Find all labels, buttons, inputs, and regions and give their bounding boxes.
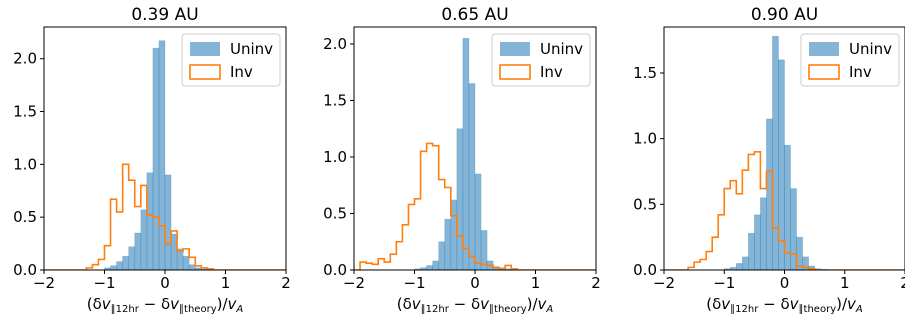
- uninv-bar: [754, 214, 761, 270]
- panel-title: 0.65 AU: [441, 5, 508, 25]
- uninv-bar: [122, 255, 130, 270]
- y-tick-label: 2.0: [323, 35, 347, 53]
- histogram-panel-3: −2 −1 0 1 2 0.0 0.5 1.0 1.5 0.90 AU (δv∥12hr − δv∥…: [633, 5, 905, 315]
- uninv-bar: [110, 265, 117, 270]
- x-tick-label: 1: [221, 274, 231, 292]
- legend: Uninv Inv: [181, 33, 281, 87]
- uninv-bar: [146, 172, 154, 270]
- legend-label-inv: Inv: [230, 63, 253, 81]
- legend-swatch-uninv: [190, 42, 220, 56]
- legend-label-uninv: Uninv: [849, 40, 892, 58]
- uninv-bar: [766, 118, 773, 270]
- uninv-bar: [164, 174, 172, 270]
- uninv-bars: [104, 40, 214, 270]
- uninv-bar: [182, 255, 190, 270]
- legend-label-uninv: Uninv: [230, 40, 273, 58]
- x-axis-label: (δv∥12hr − δv∥theory)/vA: [397, 295, 554, 315]
- legend: Uninv Inv: [491, 33, 591, 87]
- y-tick-label: 0.5: [323, 204, 347, 222]
- legend-label-inv: Inv: [849, 63, 872, 81]
- legend-swatch-inv: [189, 64, 221, 80]
- x-tick-label: 0: [780, 274, 790, 292]
- x-tick-label: −1: [713, 274, 735, 292]
- x-tick-label: 1: [531, 274, 541, 292]
- x-tick-label: 2: [281, 274, 291, 292]
- y-tick-label: 1.0: [633, 130, 657, 148]
- x-axis-label: (δv∥12hr − δv∥theory)/vA: [87, 295, 244, 315]
- inv-step-line: [664, 150, 905, 270]
- x-tick-label: 0: [470, 274, 480, 292]
- uninv-bar: [778, 59, 785, 270]
- uninv-bar: [152, 47, 160, 270]
- uninv-bar: [432, 260, 439, 270]
- y-tick-label: 1.5: [13, 103, 37, 121]
- uninv-bar: [140, 209, 148, 270]
- uninv-bar: [426, 265, 433, 270]
- uninv-bar: [188, 264, 196, 270]
- y-tick-label: 0.0: [323, 261, 347, 279]
- uninv-bar: [735, 263, 743, 270]
- legend: Uninv Inv: [800, 33, 900, 87]
- x-tick-label: −2: [33, 274, 55, 292]
- uninv-bar: [760, 197, 767, 270]
- legend-swatch-inv: [499, 64, 531, 80]
- uninv-bar: [796, 236, 803, 270]
- legend-label-inv: Inv: [540, 63, 563, 81]
- uninv-bar: [474, 173, 482, 270]
- y-tick-label: 2.0: [13, 50, 37, 68]
- uninv-bar: [468, 83, 476, 270]
- legend-swatch-uninv: [500, 42, 530, 56]
- y-tick-label: 1.0: [323, 148, 347, 166]
- uninv-bar: [772, 35, 779, 270]
- y-tick-label: 0.5: [633, 195, 657, 213]
- uninv-bar: [116, 261, 123, 270]
- panel-title: 0.39 AU: [131, 5, 198, 25]
- inv-step-line: [44, 163, 286, 270]
- uninv-bar: [456, 128, 464, 270]
- y-tick-label: 1.0: [13, 155, 37, 173]
- y-tick-label: 0.0: [13, 261, 37, 279]
- uninv-bar: [748, 232, 755, 270]
- x-tick-label: 2: [900, 274, 905, 292]
- histogram-panel-2: −2 −1 0 1 2 0.0 0.5 1.0 1.5 2.0 0.65 AU (δv∥12hr − …: [323, 5, 601, 315]
- panel-title: 0.90 AU: [751, 5, 818, 25]
- y-tick-label: 0.0: [633, 261, 657, 279]
- y-tick-label: 1.5: [323, 91, 347, 109]
- uninv-bar: [802, 256, 809, 270]
- y-tick-label: 1.5: [633, 64, 657, 82]
- uninv-bar: [784, 144, 791, 270]
- x-tick-label: 1: [840, 274, 850, 292]
- legend-label-uninv: Uninv: [540, 40, 583, 58]
- uninv-bar: [170, 233, 178, 270]
- x-tick-label: 2: [591, 274, 601, 292]
- y-tick-label: 0.5: [13, 208, 37, 226]
- uninv-bar: [462, 38, 470, 270]
- uninv-bar: [742, 256, 749, 270]
- uninv-bars: [414, 38, 518, 270]
- uninv-bar: [128, 246, 136, 270]
- x-tick-label: −1: [93, 274, 115, 292]
- uninv-bar: [134, 232, 142, 270]
- uninv-bars: [723, 35, 827, 270]
- uninv-bar: [790, 188, 797, 270]
- legend-swatch-uninv: [809, 42, 839, 56]
- uninv-bar: [438, 241, 446, 270]
- uninv-bar: [158, 40, 166, 270]
- legend-swatch-inv: [808, 64, 840, 80]
- x-tick-label: −1: [403, 274, 425, 292]
- histogram-panel-1: −2 −1 0 1 2 0.0 0.5 1.0 1.5 2.0 0.39 AU (δv∥12hr − …: [13, 5, 291, 315]
- x-tick-label: −2: [343, 274, 365, 292]
- uninv-bar: [480, 230, 488, 270]
- x-tick-label: 0: [160, 274, 170, 292]
- x-axis-label: (δv∥12hr − δv∥theory)/vA: [706, 295, 863, 315]
- uninv-bar: [176, 248, 184, 270]
- uninv-bar: [444, 218, 452, 270]
- uninv-bar: [450, 199, 458, 270]
- inv-step-line: [354, 142, 596, 270]
- x-tick-label: −2: [653, 274, 675, 292]
